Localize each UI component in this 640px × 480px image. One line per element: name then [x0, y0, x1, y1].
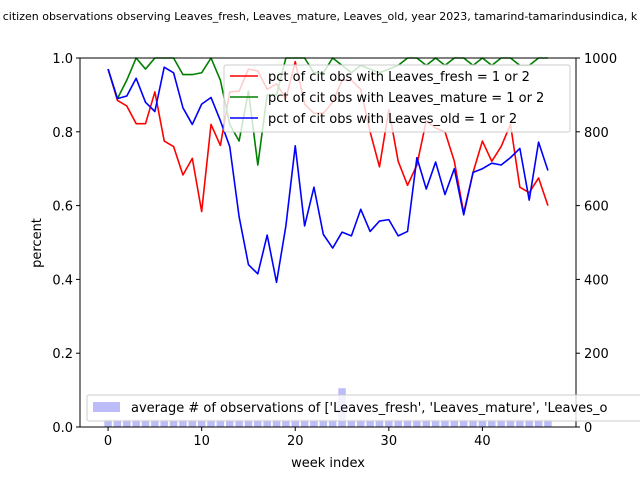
- bar-week-32: [403, 419, 412, 427]
- bar-week-8: [179, 419, 187, 427]
- y-tick-label: 0.0: [52, 421, 73, 436]
- plot-frame: [79, 57, 577, 428]
- y2-tick-label: 1000: [584, 52, 617, 67]
- bar-week-11: [207, 419, 215, 427]
- bar-week-2: [123, 419, 131, 427]
- bar-week-42: [497, 419, 505, 427]
- bar-week-21: [300, 419, 309, 427]
- bar-week-3: [132, 419, 140, 427]
- x-tick-label: 0: [104, 434, 112, 449]
- bar-legend-label: average # of observations of ['Leaves_fr…: [131, 401, 607, 416]
- chart-title: citizen observations observing Leaves_fr…: [3, 10, 638, 23]
- legend-label-old: pct of cit obs with Leaves_old = 1 or 2: [268, 112, 517, 127]
- y-tick-label: 1.0: [52, 52, 73, 67]
- y-axis-right: 0 200 400 600 800 1000: [576, 52, 617, 436]
- y2-tick-label: 200: [584, 347, 609, 362]
- bar-legend: average # of observations of ['Leaves_fr…: [86, 394, 640, 422]
- bar-week-22: [310, 419, 318, 427]
- bar-week-36: [441, 419, 449, 427]
- bar-week-20: [291, 419, 299, 427]
- y2-tick-label: 800: [584, 126, 609, 141]
- y-tick-label: 0.2: [52, 347, 73, 362]
- bar-week-33: [413, 419, 421, 427]
- bar-week-47: [544, 419, 552, 427]
- bar-week-15: [244, 419, 253, 427]
- bar-week-26: [347, 419, 356, 427]
- bar-week-45: [525, 419, 533, 427]
- y2-tick-label: 0: [584, 421, 592, 436]
- x-tick-label: 10: [193, 434, 210, 449]
- y-tick-label: 0.6: [52, 200, 73, 215]
- bar-legend-swatch: [93, 402, 120, 412]
- x-tick-label: 20: [287, 434, 304, 449]
- bar-week-5: [151, 419, 159, 427]
- bar-week-29: [375, 419, 384, 427]
- legend-label-fresh: pct of cit obs with Leaves_fresh = 1 or …: [268, 70, 530, 85]
- x-axis-label: week index: [291, 456, 365, 471]
- bar-week-34: [422, 419, 431, 427]
- bar-week-10: [197, 419, 206, 427]
- bar-week-18: [272, 419, 281, 427]
- bar-week-17: [263, 419, 271, 427]
- x-tick-label: 40: [474, 434, 491, 449]
- x-axis: 0 10 20 30 40: [104, 427, 491, 449]
- bar-week-44: [516, 419, 524, 427]
- bar-week-19: [282, 419, 290, 427]
- bar-week-31: [394, 419, 402, 427]
- y2-tick-label: 400: [584, 273, 609, 288]
- bar-week-14: [235, 419, 243, 427]
- bar-week-23: [319, 419, 328, 427]
- bar-week-41: [488, 419, 496, 427]
- bar-week-6: [160, 419, 168, 427]
- bar-week-7: [169, 419, 178, 427]
- legend: pct of cit obs with Leaves_fresh = 1 or …: [223, 64, 571, 133]
- bar-week-0: [104, 419, 112, 427]
- y-tick-label: 0.4: [52, 273, 73, 288]
- x-tick-label: 30: [381, 434, 398, 449]
- bar-week-1: [113, 419, 122, 427]
- bar-week-35: [431, 419, 440, 427]
- bar-week-46: [534, 419, 543, 427]
- bar-week-9: [188, 419, 197, 427]
- bar-week-30: [385, 419, 393, 427]
- legend-box: [223, 64, 571, 133]
- bar-week-24: [328, 419, 337, 427]
- y-tick-label: 0.8: [52, 126, 73, 141]
- bar-week-39: [469, 419, 477, 427]
- y2-tick-label: 600: [584, 200, 609, 215]
- legend-label-mature: pct of cit obs with Leaves_mature = 1 or…: [268, 91, 544, 106]
- y-axis-label: percent: [30, 218, 45, 268]
- bar-week-27: [357, 419, 365, 427]
- bar-week-28: [366, 419, 374, 427]
- bar-week-16: [254, 419, 262, 427]
- bar-week-12: [216, 419, 225, 427]
- bar-week-37: [450, 419, 459, 427]
- y-axis-left: 0.0 0.2 0.4 0.6 0.8 1.0: [52, 52, 80, 436]
- bar-week-4: [141, 419, 150, 427]
- bar-week-13: [225, 419, 234, 427]
- series-line-old: [107, 66, 549, 284]
- bar-week-38: [459, 419, 468, 427]
- bar-legend-box: [86, 394, 640, 422]
- bar-week-40: [478, 419, 487, 427]
- bar-week-43: [506, 419, 515, 427]
